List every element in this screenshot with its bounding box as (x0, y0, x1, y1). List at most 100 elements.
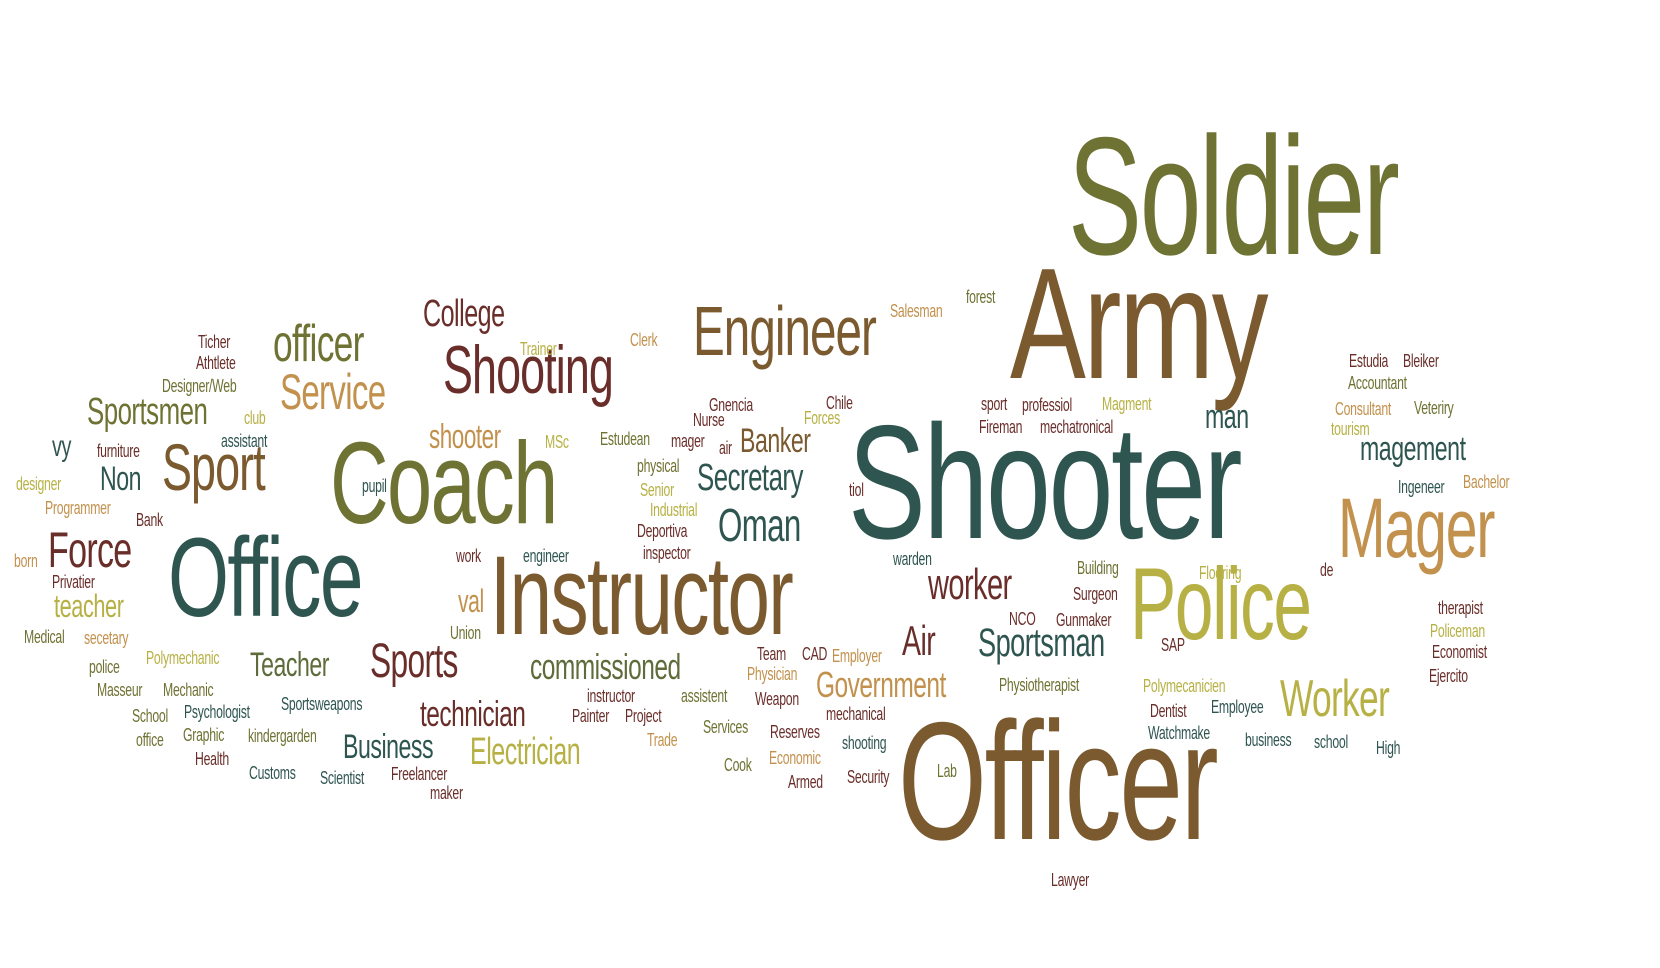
word-surgeon: Surgeon (1073, 584, 1118, 604)
word-high: High (1376, 738, 1401, 758)
word-officer: Officer (898, 687, 1219, 875)
word-club: club (244, 408, 266, 428)
word-armed: Armed (788, 772, 823, 792)
word-de: de (1320, 560, 1334, 580)
word-soldier: Soldier (1068, 102, 1400, 290)
word-security: Security (847, 767, 890, 787)
word-designer: designer (16, 474, 61, 494)
word-physiotherapist: Physiotherapist (999, 675, 1080, 695)
word-building: Building (1077, 558, 1119, 578)
word-fireman: Fireman (979, 417, 1023, 437)
word-force: Force (48, 522, 132, 578)
word-scientist: Scientist (320, 768, 365, 788)
word-oman: Oman (718, 499, 801, 551)
word-inspector: inspector (643, 543, 691, 563)
word-lawyer: Lawyer (1051, 870, 1089, 890)
word-mechanical: mechanical (826, 704, 886, 724)
word-instructor: Instructor (490, 533, 794, 658)
word-school: School (132, 706, 168, 726)
word-team: Team (757, 644, 786, 664)
word-project: Project (625, 706, 662, 726)
word-officer: officer (273, 315, 364, 373)
word-secetary: secetary (84, 628, 129, 648)
word-athtlete: Athtlete (196, 353, 236, 373)
word-business: Business (343, 728, 434, 766)
word-employer: Employer (832, 646, 882, 666)
word-economist: Economist (1432, 642, 1487, 662)
word-dentist: Dentist (1150, 701, 1187, 721)
word-forces: Forces (804, 408, 840, 428)
word-furniture: furniture (97, 441, 140, 461)
word-lab: Lab (937, 761, 957, 781)
word-estudia: Estudia (1349, 351, 1389, 371)
word-commissioned: commissioned (530, 646, 681, 687)
word-forest: forest (966, 287, 996, 307)
word-air: air (719, 438, 732, 458)
word-work: work (456, 546, 481, 566)
word-industrial: Industrial (650, 500, 698, 520)
word-physician: Physician (747, 664, 798, 684)
word-tiol: tiol (849, 480, 864, 500)
word-office: Office (168, 515, 364, 640)
word-programmer: Programmer (45, 498, 111, 518)
word-shooter: Shooter (848, 392, 1243, 573)
word-teacher: Teacher (250, 646, 330, 684)
word-watchmake: Watchmake (1148, 723, 1210, 743)
word-mager: Mager (1338, 481, 1495, 575)
word-cad: CAD (802, 644, 828, 664)
word-gunmaker: Gunmaker (1056, 610, 1112, 630)
word-customs: Customs (249, 763, 296, 783)
word-assistent: assistent (681, 686, 728, 706)
word-tourism: tourism (1331, 419, 1370, 439)
word-police: Police (1130, 547, 1312, 661)
word-shooting: Shooting (443, 332, 614, 408)
word-psychologist: Psychologist (184, 702, 250, 722)
word-bank: Bank (136, 510, 163, 530)
word-polymecanicien: Polymecanicien (1143, 676, 1226, 696)
word-air: Air (902, 617, 936, 664)
word-mechatronical: mechatronical (1040, 417, 1114, 437)
word-army: Army (1010, 236, 1269, 412)
word-ingeneer: Ingeneer (1398, 477, 1445, 497)
word-engineer: engineer (523, 546, 569, 566)
word-sport: sport (981, 394, 1007, 414)
word-deportiva: Deportiva (637, 521, 688, 541)
word-man: man (1205, 398, 1249, 436)
word-masseur: Masseur (97, 680, 143, 700)
word-electrician: Electrician (470, 731, 581, 773)
word-clerk: Clerk (630, 330, 658, 350)
word-employee: Employee (1211, 697, 1264, 717)
word-ejercito: Ejercito (1429, 666, 1468, 686)
word-banker: Banker (740, 422, 811, 460)
word-privatier: Privatier (52, 572, 95, 592)
word-sport: Sport (162, 430, 266, 504)
word-bleiker: Bleiker (1403, 351, 1439, 371)
word-policeman: Policeman (1430, 621, 1485, 641)
word-flooring: Flooring (1199, 563, 1242, 583)
word-pupil: pupil (362, 476, 387, 496)
word-polymechanic: Polymechanic (146, 648, 220, 668)
word-sports: Sports (370, 635, 458, 688)
word-assistant: assistant (221, 431, 268, 451)
word-shooter: shooter (429, 418, 501, 456)
word-therapist: therapist (1438, 598, 1483, 618)
word-office: office (136, 730, 164, 750)
word-veteriry: Veteriry (1414, 398, 1454, 418)
word-magment: Magment (1102, 394, 1152, 414)
word-sap: SAP (1161, 635, 1185, 655)
word-trade: Trade (647, 730, 678, 750)
word-sportsmen: Sportsmen (87, 391, 208, 433)
word-worker: worker (928, 560, 1012, 609)
word-professiol: professiol (1022, 395, 1072, 415)
word-business: business (1245, 730, 1292, 750)
word-gnencia: Gnencia (709, 395, 753, 415)
word-vy: vy (52, 430, 72, 463)
word-weapon: Weapon (755, 689, 799, 709)
word-consultant: Consultant (1335, 399, 1392, 419)
word-services: Services (703, 717, 748, 737)
word-shooting: shooting (842, 733, 887, 753)
word-non: Non (100, 460, 142, 498)
word-college: College (423, 293, 505, 335)
word-mager: mager (671, 431, 705, 451)
